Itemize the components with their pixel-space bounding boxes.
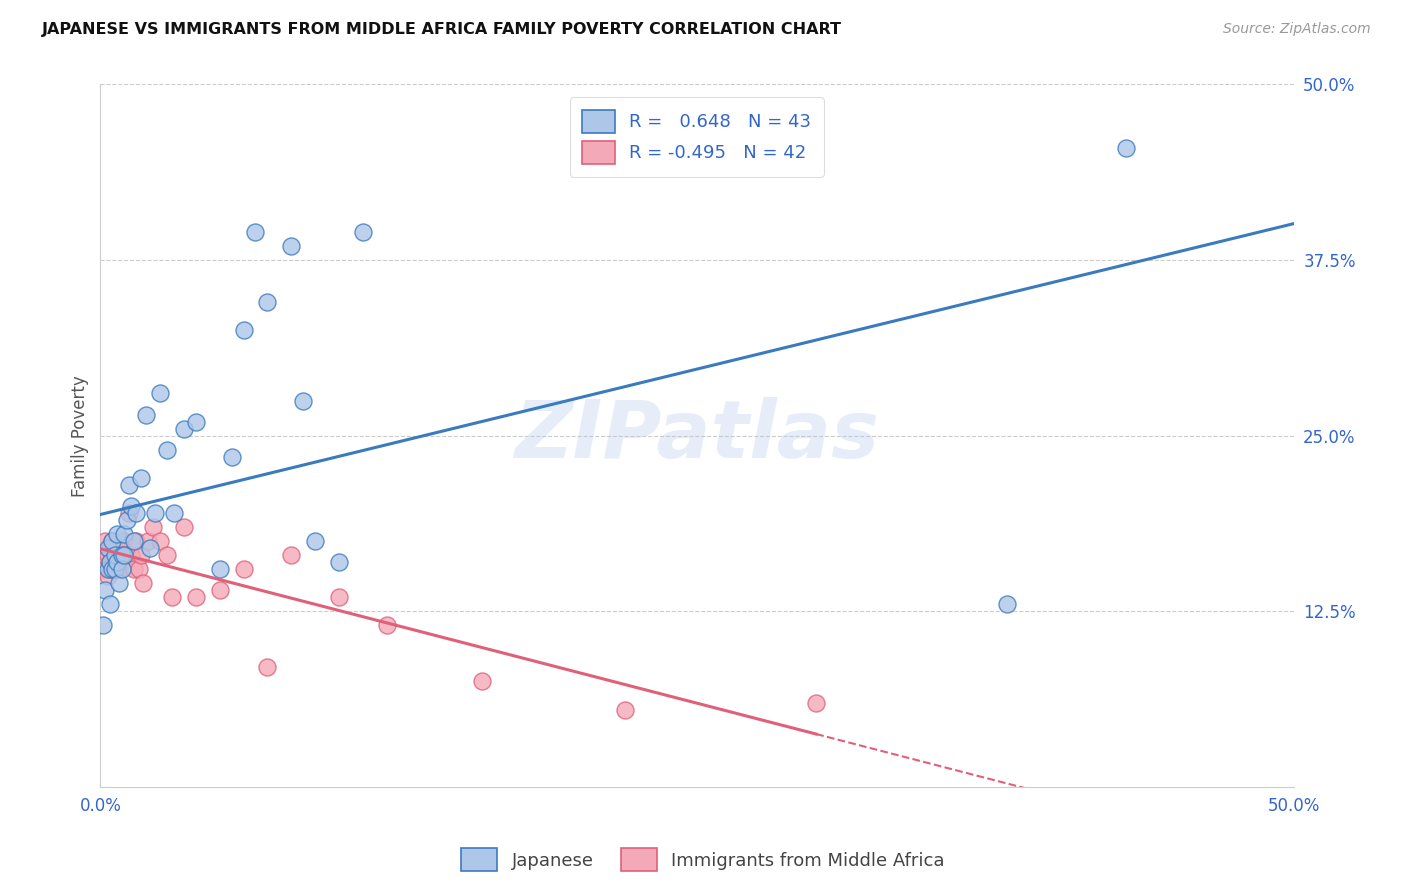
Point bbox=[112, 534, 135, 549]
Point bbox=[94, 583, 117, 598]
Point bbox=[135, 408, 157, 422]
Point bbox=[112, 527, 135, 541]
Point bbox=[352, 225, 374, 239]
Point bbox=[98, 597, 121, 611]
Point bbox=[101, 534, 124, 549]
Y-axis label: Family Poverty: Family Poverty bbox=[72, 375, 89, 497]
Point bbox=[208, 562, 231, 576]
Point bbox=[105, 562, 128, 576]
Point bbox=[111, 562, 134, 576]
Point bbox=[163, 506, 186, 520]
Point bbox=[304, 534, 326, 549]
Point bbox=[232, 323, 254, 337]
Point bbox=[125, 506, 148, 520]
Point bbox=[160, 590, 183, 604]
Point bbox=[208, 583, 231, 598]
Point bbox=[108, 562, 131, 576]
Point bbox=[94, 548, 117, 562]
Point bbox=[156, 442, 179, 457]
Point bbox=[98, 562, 121, 576]
Text: JAPANESE VS IMMIGRANTS FROM MIDDLE AFRICA FAMILY POVERTY CORRELATION CHART: JAPANESE VS IMMIGRANTS FROM MIDDLE AFRIC… bbox=[42, 22, 842, 37]
Point bbox=[101, 534, 124, 549]
Point bbox=[91, 618, 114, 632]
Point bbox=[104, 562, 127, 576]
Point bbox=[96, 562, 118, 576]
Point bbox=[101, 562, 124, 576]
Point bbox=[173, 520, 195, 534]
Point bbox=[120, 548, 142, 562]
Point bbox=[118, 478, 141, 492]
Point bbox=[184, 415, 207, 429]
Point bbox=[125, 534, 148, 549]
Point bbox=[129, 471, 152, 485]
Point bbox=[128, 562, 150, 576]
Point bbox=[136, 534, 159, 549]
Point bbox=[139, 541, 162, 555]
Point bbox=[120, 499, 142, 513]
Text: ZIPatlas: ZIPatlas bbox=[515, 397, 879, 475]
Point bbox=[471, 674, 494, 689]
Point bbox=[614, 702, 637, 716]
Point bbox=[105, 555, 128, 569]
Point bbox=[806, 696, 828, 710]
Point bbox=[173, 422, 195, 436]
Point bbox=[111, 534, 134, 549]
Point bbox=[101, 548, 124, 562]
Point bbox=[221, 450, 243, 464]
Point bbox=[98, 541, 121, 555]
Point bbox=[280, 239, 302, 253]
Point bbox=[280, 548, 302, 562]
Point bbox=[122, 534, 145, 549]
Point bbox=[256, 660, 278, 674]
Point bbox=[104, 548, 127, 562]
Point bbox=[292, 393, 315, 408]
Point bbox=[132, 576, 155, 591]
Point bbox=[232, 562, 254, 576]
Point bbox=[96, 548, 118, 562]
Point bbox=[328, 590, 350, 604]
Legend: R =   0.648   N = 43, R = -0.495   N = 42: R = 0.648 N = 43, R = -0.495 N = 42 bbox=[569, 97, 824, 177]
Point bbox=[142, 520, 165, 534]
Point bbox=[1115, 141, 1137, 155]
Point bbox=[118, 506, 141, 520]
Point bbox=[98, 555, 121, 569]
Point bbox=[115, 548, 138, 562]
Legend: Japanese, Immigrants from Middle Africa: Japanese, Immigrants from Middle Africa bbox=[454, 841, 952, 879]
Point bbox=[995, 597, 1018, 611]
Point bbox=[108, 576, 131, 591]
Point bbox=[245, 225, 267, 239]
Point bbox=[111, 548, 134, 562]
Point bbox=[149, 534, 172, 549]
Point bbox=[256, 295, 278, 310]
Point bbox=[111, 548, 134, 562]
Point bbox=[156, 548, 179, 562]
Point bbox=[104, 541, 127, 555]
Point bbox=[105, 527, 128, 541]
Point bbox=[94, 534, 117, 549]
Point bbox=[104, 548, 127, 562]
Point bbox=[143, 506, 166, 520]
Point bbox=[122, 562, 145, 576]
Point bbox=[149, 386, 172, 401]
Point bbox=[96, 569, 118, 583]
Point bbox=[96, 541, 118, 555]
Point bbox=[328, 555, 350, 569]
Point bbox=[129, 548, 152, 562]
Point bbox=[91, 548, 114, 562]
Text: Source: ZipAtlas.com: Source: ZipAtlas.com bbox=[1223, 22, 1371, 37]
Point bbox=[115, 513, 138, 527]
Point bbox=[105, 541, 128, 555]
Point bbox=[91, 562, 114, 576]
Point bbox=[112, 548, 135, 562]
Point bbox=[375, 618, 398, 632]
Point bbox=[184, 590, 207, 604]
